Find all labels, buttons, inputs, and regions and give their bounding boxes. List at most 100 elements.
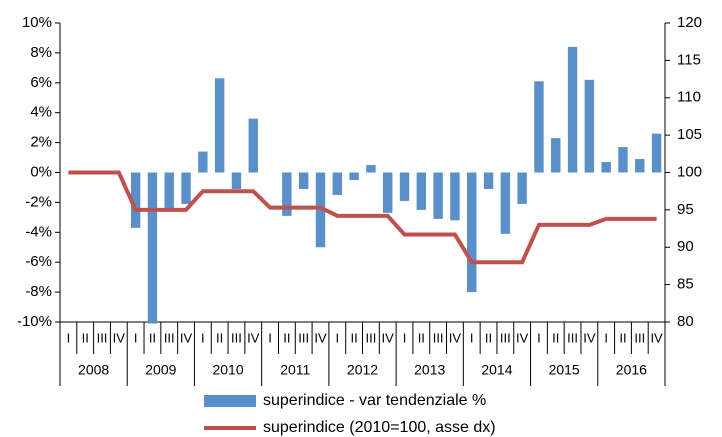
year-label: 2016: [616, 362, 647, 378]
y-tick-label: 0%: [30, 163, 52, 180]
x-tick-label: IV: [650, 330, 663, 345]
bar: [147, 172, 158, 324]
line: [68, 170, 657, 265]
bar: [181, 172, 191, 204]
y2-tick-label: 120: [677, 14, 702, 31]
legend-label: superindice - var tendenziale %: [263, 392, 486, 409]
bar: [433, 172, 443, 219]
y2-tick-label: 110: [677, 89, 701, 106]
x-tick-label: III: [500, 330, 511, 345]
y-tick-label: 6%: [30, 74, 52, 91]
x-tick-label: I: [67, 330, 71, 345]
x-tick-label: I: [470, 330, 474, 345]
x-tick-label: IV: [314, 330, 327, 345]
x-tick-label: I: [604, 330, 608, 345]
year-label: 2011: [280, 362, 310, 378]
x-tick-label: II: [216, 330, 223, 345]
x-tick-label: III: [433, 330, 444, 345]
x-tick-label: III: [365, 330, 376, 345]
bar: [551, 138, 561, 173]
y-tick-label: -10%: [17, 313, 52, 330]
y2-tick-label: 105: [677, 126, 702, 143]
bar: [366, 165, 376, 173]
y-tick-label: -6%: [25, 253, 52, 270]
x-tick-label: IV: [382, 330, 395, 345]
bar: [248, 118, 258, 173]
x-tick-label: III: [164, 330, 175, 345]
bar: [500, 172, 511, 234]
legend-label: superindice (2010=100, asse dx): [263, 419, 496, 436]
y-tick-label: -8%: [25, 283, 52, 300]
bar: [618, 147, 628, 173]
bar: [584, 79, 595, 173]
y2-tick-label: 115: [677, 51, 701, 68]
year-label: 2009: [145, 362, 176, 378]
y2-tick-label: 90: [677, 238, 694, 255]
bar: [635, 159, 645, 173]
bar: [282, 172, 292, 216]
year-label: 2014: [481, 362, 512, 378]
x-tick-label: IV: [180, 330, 193, 345]
y2-tick-label: 80: [677, 313, 694, 330]
bar: [349, 172, 359, 180]
x-tick-label: I: [201, 330, 205, 345]
x-tick-label: III: [634, 330, 645, 345]
bar: [214, 78, 225, 173]
x-tick-label: IV: [247, 330, 260, 345]
x-tick-label: I: [537, 330, 541, 345]
x-tick-label: II: [350, 330, 357, 345]
x-tick-label: II: [283, 330, 290, 345]
x-tick-label: I: [335, 330, 339, 345]
bar: [601, 162, 611, 173]
bar: [483, 172, 494, 189]
year-label: 2008: [78, 362, 109, 378]
x-tick-label: I: [403, 330, 407, 345]
y-tick-label: -2%: [25, 193, 52, 210]
x-tick-label: III: [97, 330, 108, 345]
bar: [416, 172, 427, 210]
x-tick-label: IV: [113, 330, 126, 345]
x-tick-label: III: [231, 330, 242, 345]
y-tick-label: -4%: [25, 223, 52, 240]
bar: [651, 133, 662, 173]
bar: [130, 172, 141, 228]
legend-swatch: [204, 395, 256, 407]
bar: [332, 172, 342, 195]
x-tick-label: III: [298, 330, 309, 345]
year-label: 2010: [212, 362, 243, 378]
x-tick-label: II: [485, 330, 492, 345]
y-tick-label: 2%: [30, 134, 52, 151]
bar: [315, 172, 326, 248]
bar: [450, 172, 460, 221]
y-tick-label: 4%: [30, 104, 52, 121]
bar: [467, 172, 477, 293]
x-tick-label: II: [418, 330, 425, 345]
x-tick-label: II: [149, 330, 156, 345]
bar: [534, 81, 544, 173]
bar: [198, 151, 208, 173]
bar: [231, 172, 242, 189]
year-label: 2015: [549, 362, 580, 378]
x-tick-label: IV: [516, 330, 529, 345]
y-tick-label: 10%: [22, 14, 52, 31]
x-tick-label: IV: [583, 330, 596, 345]
bar: [517, 172, 527, 204]
bar: [383, 172, 393, 213]
x-tick-label: III: [567, 330, 578, 345]
bar: [399, 172, 410, 201]
year-label: 2012: [347, 362, 378, 378]
y2-tick-label: 85: [677, 276, 694, 293]
x-tick-label: I: [268, 330, 272, 345]
x-tick-label: IV: [449, 330, 462, 345]
x-tick-label: II: [82, 330, 89, 345]
bar: [567, 46, 578, 173]
year-label: 2013: [414, 362, 445, 378]
x-tick-label: I: [134, 330, 138, 345]
x-tick-label: II: [619, 330, 626, 345]
bar: [164, 172, 174, 212]
y-tick-label: 8%: [30, 44, 52, 61]
y2-tick-label: 100: [677, 163, 702, 180]
bar: [298, 172, 309, 189]
y2-tick-label: 95: [677, 201, 694, 218]
